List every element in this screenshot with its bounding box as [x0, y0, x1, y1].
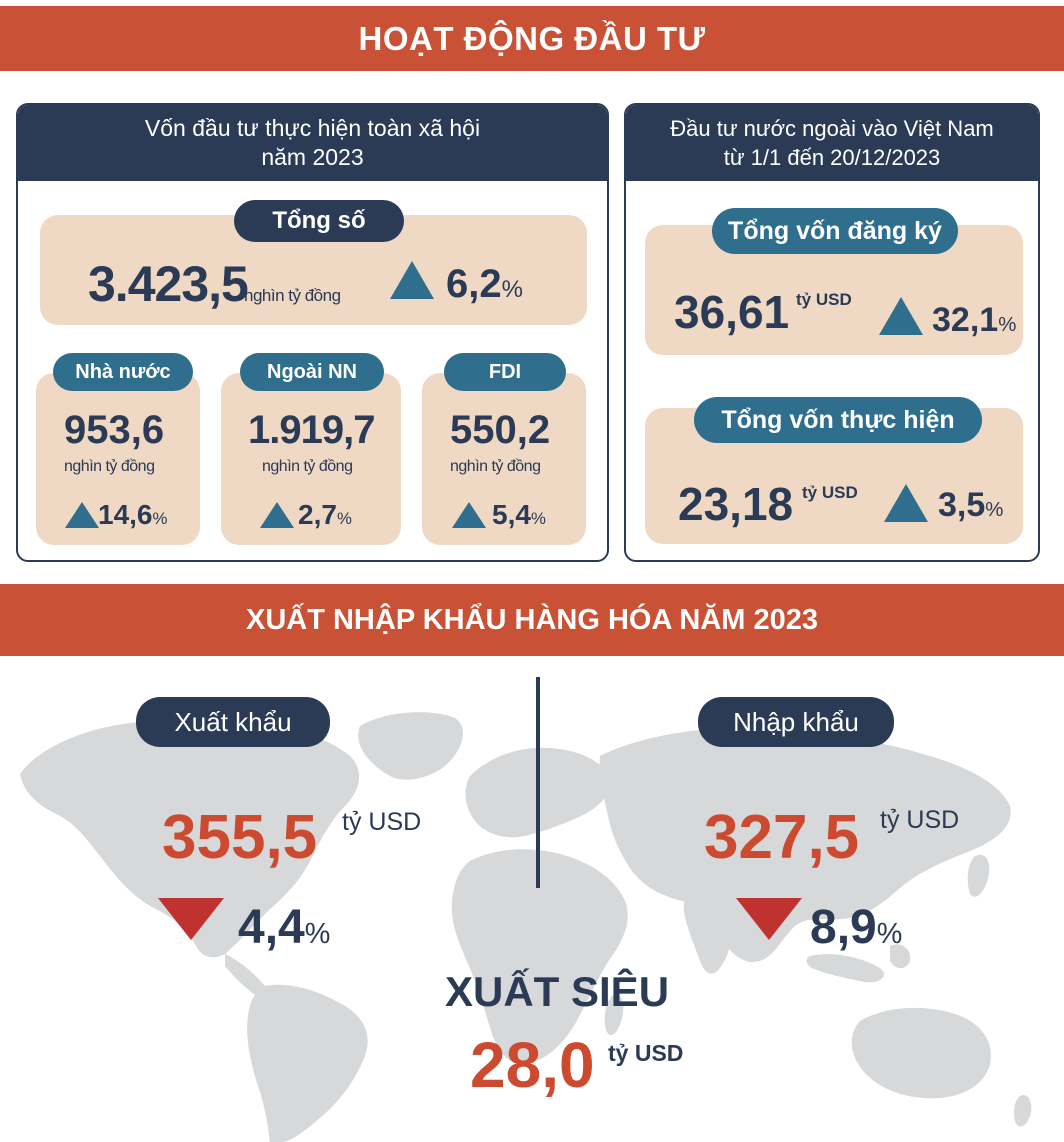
total-value: 3.423,5	[88, 256, 249, 312]
state-box	[36, 373, 200, 545]
import-unit: tỷ USD	[880, 806, 960, 834]
triangle-up-icon	[260, 502, 294, 528]
fdi-unit: nghìn tỷ đồng	[450, 458, 541, 475]
import-change: 8,9%	[810, 901, 903, 954]
fdi-change: 5,4%	[492, 499, 546, 530]
foreign-investment-heading: Đầu tư nước ngoài vào Việt Nam từ 1/1 đế…	[626, 105, 1038, 181]
section-divider	[536, 677, 540, 888]
fdi-value: 550,2	[450, 408, 551, 452]
import-value: 327,5	[704, 803, 860, 872]
total-unit: nghìn tỷ đồng	[244, 286, 341, 305]
non-state-label: Ngoài NN	[240, 353, 384, 391]
triangle-down-icon	[736, 898, 802, 940]
registered-change: 32,1%	[932, 301, 1017, 339]
heading-line-2: từ 1/1 đến 20/12/2023	[723, 145, 941, 170]
import-label: Nhập khẩu	[698, 697, 894, 747]
state-label: Nhà nước	[53, 353, 193, 391]
non-state-change: 2,7%	[298, 499, 352, 530]
non-state-value: 1.919,7	[248, 408, 375, 452]
domestic-investment-panel: Vốn đầu tư thực hiện toàn xã hội năm 202…	[16, 103, 609, 562]
world-map-icon	[20, 712, 1032, 1142]
implemented-change: 3,5%	[938, 486, 1004, 524]
heading-line-1: Vốn đầu tư thực hiện toàn xã hội	[144, 115, 481, 141]
foreign-investment-panel: Đầu tư nước ngoài vào Việt Nam từ 1/1 đế…	[624, 103, 1040, 562]
state-change: 14,6%	[98, 499, 168, 530]
triangle-up-icon	[390, 261, 434, 299]
state-value: 953,6	[64, 408, 165, 452]
domestic-investment-heading: Vốn đầu tư thực hiện toàn xã hội năm 202…	[18, 105, 607, 181]
registered-unit: tỷ USD	[796, 290, 852, 309]
non-state-unit: nghìn tỷ đồng	[262, 458, 353, 475]
registered-label: Tổng vốn đăng ký	[712, 208, 958, 254]
non-state-box	[221, 373, 401, 545]
total-change: 6,2%	[446, 262, 523, 306]
investment-banner: HOẠT ĐỘNG ĐẦU TƯ	[0, 6, 1064, 71]
state-unit: nghìn tỷ đồng	[64, 458, 155, 475]
export-unit: tỷ USD	[342, 808, 422, 836]
export-value: 355,5	[162, 803, 318, 872]
fdi-label: FDI	[444, 353, 566, 391]
fdi-box	[422, 373, 586, 545]
implemented-value: 23,18	[678, 478, 794, 530]
surplus-unit: tỷ USD	[608, 1040, 684, 1066]
total-label: Tổng số	[234, 200, 404, 242]
implemented-label: Tổng vốn thực hiện	[694, 397, 982, 443]
registered-value: 36,61	[674, 286, 790, 338]
triangle-up-icon	[65, 502, 99, 528]
triangle-up-icon	[879, 297, 923, 335]
trade-banner: XUẤT NHẬP KHẨU HÀNG HÓA NĂM 2023	[0, 584, 1064, 656]
surplus-value: 28,0	[470, 1029, 595, 1101]
surplus-label: XUẤT SIÊU	[445, 968, 670, 1015]
export-label: Xuất khẩu	[136, 697, 330, 747]
triangle-up-icon	[452, 502, 486, 528]
heading-line-2: năm 2023	[261, 144, 364, 170]
heading-line-1: Đầu tư nước ngoài vào Việt Nam	[670, 116, 994, 141]
implemented-unit: tỷ USD	[802, 483, 858, 502]
triangle-down-icon	[158, 898, 224, 940]
export-change: 4,4%	[238, 901, 331, 954]
triangle-up-icon	[884, 484, 928, 522]
